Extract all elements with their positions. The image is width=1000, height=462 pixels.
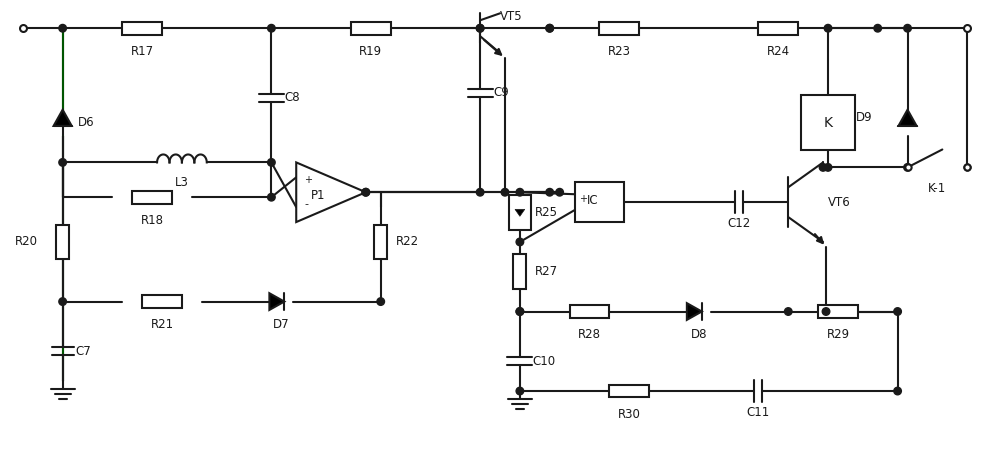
Bar (142, 295, 182, 308)
Bar (374, 225, 387, 259)
Text: R18: R18 (141, 214, 164, 227)
Circle shape (894, 387, 901, 395)
Text: R23: R23 (608, 45, 631, 58)
Bar (351, 22, 391, 35)
Text: R27: R27 (535, 265, 558, 278)
Circle shape (476, 24, 484, 32)
Circle shape (824, 24, 832, 32)
Circle shape (784, 308, 792, 315)
Bar (758, 22, 798, 35)
Polygon shape (296, 163, 366, 222)
Circle shape (516, 387, 524, 395)
Polygon shape (54, 110, 72, 126)
Text: K-1: K-1 (928, 182, 946, 195)
Circle shape (824, 164, 832, 171)
Text: +: + (580, 194, 588, 204)
Text: R17: R17 (131, 45, 154, 58)
Circle shape (476, 188, 484, 196)
Text: D8: D8 (691, 328, 707, 341)
Bar (801, 95, 855, 150)
Circle shape (556, 188, 563, 196)
Circle shape (268, 24, 275, 32)
Bar (609, 384, 649, 397)
Circle shape (377, 298, 384, 305)
Polygon shape (515, 209, 525, 216)
Bar (570, 305, 609, 318)
Text: C12: C12 (727, 217, 750, 230)
Bar (575, 182, 624, 222)
Polygon shape (269, 293, 284, 310)
Circle shape (362, 188, 370, 196)
Circle shape (546, 24, 553, 32)
Circle shape (546, 24, 553, 32)
Bar (513, 255, 526, 289)
Text: -: - (304, 199, 308, 209)
Circle shape (59, 158, 66, 166)
Bar (509, 195, 531, 230)
Circle shape (501, 188, 509, 196)
Circle shape (268, 158, 275, 166)
Circle shape (59, 24, 66, 32)
Text: R19: R19 (359, 45, 382, 58)
Bar (818, 305, 858, 318)
Text: D7: D7 (273, 318, 290, 331)
Text: R28: R28 (578, 328, 601, 341)
Text: +: + (304, 175, 312, 185)
Text: R20: R20 (15, 236, 38, 249)
Bar (599, 22, 639, 35)
Text: C8: C8 (284, 91, 300, 104)
Circle shape (516, 308, 524, 315)
Circle shape (362, 188, 370, 196)
Circle shape (904, 24, 911, 32)
Text: C9: C9 (493, 86, 509, 99)
Text: C10: C10 (533, 355, 556, 368)
Polygon shape (687, 303, 702, 320)
Circle shape (476, 24, 484, 32)
Text: R29: R29 (826, 328, 850, 341)
Text: R22: R22 (396, 236, 419, 249)
Text: VT6: VT6 (828, 196, 851, 209)
Circle shape (874, 24, 881, 32)
Circle shape (59, 298, 66, 305)
Circle shape (546, 188, 553, 196)
Bar (122, 22, 162, 35)
Circle shape (822, 308, 830, 315)
Text: D9: D9 (856, 111, 873, 124)
Bar (56, 225, 69, 259)
Polygon shape (898, 110, 917, 126)
Circle shape (894, 308, 901, 315)
Circle shape (516, 188, 524, 196)
Text: K: K (824, 116, 833, 130)
Text: R24: R24 (767, 45, 790, 58)
Text: IC: IC (586, 194, 598, 207)
Circle shape (904, 164, 911, 171)
Bar (132, 191, 172, 204)
Text: VT5: VT5 (500, 10, 523, 23)
Text: R21: R21 (150, 318, 174, 331)
Circle shape (819, 164, 827, 171)
Text: P1: P1 (311, 188, 326, 202)
Circle shape (516, 308, 524, 315)
Text: L3: L3 (175, 176, 189, 189)
Circle shape (268, 194, 275, 201)
Text: D6: D6 (78, 116, 94, 129)
Circle shape (516, 238, 524, 246)
Text: C7: C7 (76, 345, 91, 358)
Text: R25: R25 (535, 206, 558, 219)
Text: R30: R30 (618, 408, 641, 421)
Text: C11: C11 (747, 406, 770, 419)
